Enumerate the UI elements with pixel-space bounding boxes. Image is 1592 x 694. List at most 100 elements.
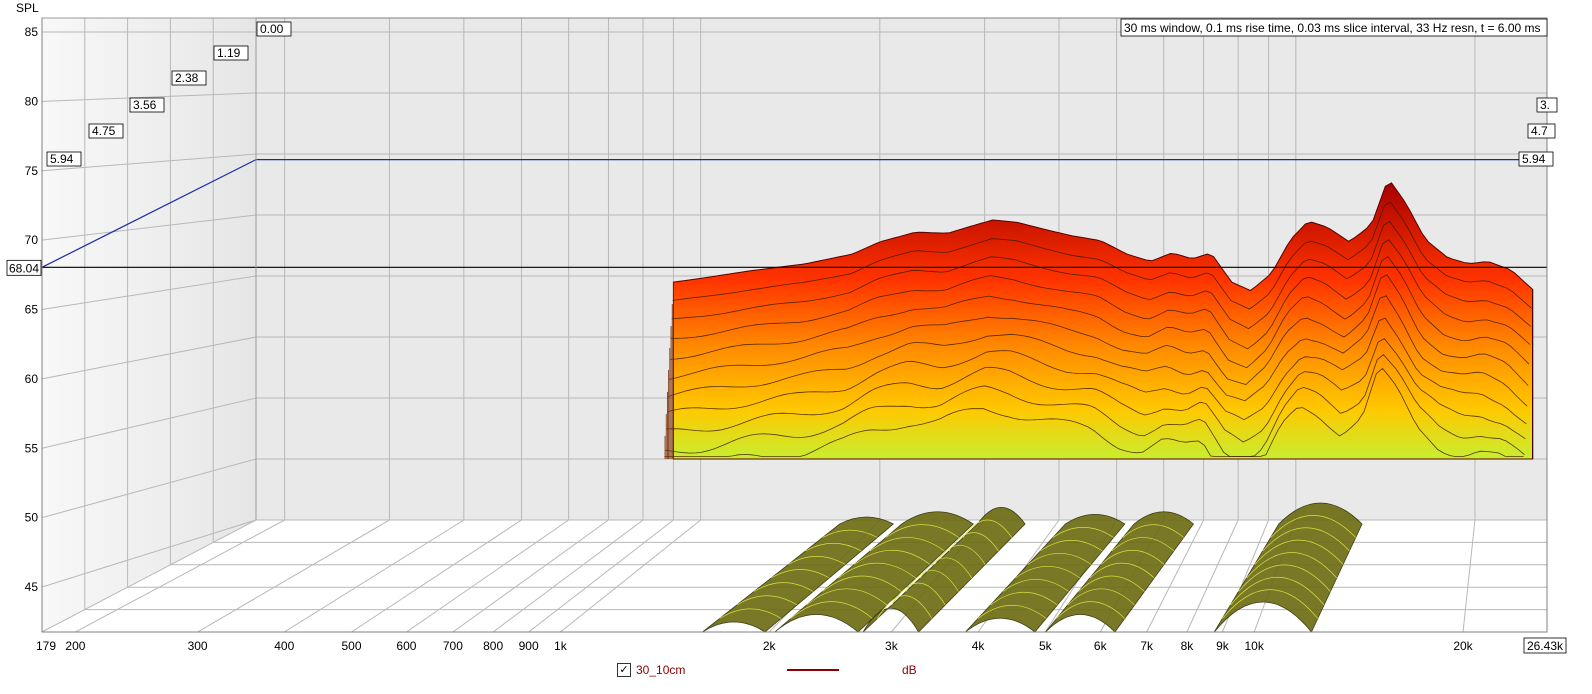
grid-line-wall (42, 92, 257, 102)
plot-frame (41, 17, 1548, 633)
time-axis-label: 3. (1540, 98, 1550, 112)
x-tick-label: 6k (1094, 639, 1108, 653)
grid-line-floor (406, 519, 569, 632)
time-axis-label: 4.75 (92, 124, 116, 138)
grid-line-floor (1462, 519, 1476, 632)
decay-ridge-line (1089, 562, 1155, 579)
time-axis-label: 2.38 (175, 71, 199, 85)
y-tick-label: 60 (25, 372, 39, 386)
legend-series-line (787, 669, 839, 671)
x-tick-label: 7k (1140, 639, 1154, 653)
decay-ridge-line (719, 608, 782, 619)
x-tick-label: 400 (274, 639, 294, 653)
time-axis-label: 5.94 (50, 152, 74, 166)
y-tick-label: 55 (25, 441, 39, 455)
grid-line-floor (351, 519, 522, 632)
decay-ridge-line (1111, 537, 1175, 552)
decay-ridge-line (1262, 527, 1350, 552)
decay-ridge-line (977, 605, 1047, 619)
time-axis-label: 3.56 (133, 98, 157, 112)
decay-ridge-line (736, 595, 798, 606)
decay-slice-line (666, 317, 1527, 425)
cursor-spl-readout: 68.04 (6, 259, 42, 276)
decay-ridge-line (934, 545, 986, 565)
decay-slice-line (665, 354, 1525, 457)
time-label-box (129, 97, 165, 113)
grid-line-wall (42, 153, 257, 172)
y-tick-label: 45 (25, 580, 39, 594)
decay-ridge-line (853, 549, 931, 565)
x-tick-label: 700 (443, 639, 463, 653)
decay-ridge-line (1056, 601, 1125, 619)
cursor-spl-box (6, 259, 42, 276)
x-tick-label: 4k (972, 639, 986, 653)
x-tick-label: 600 (396, 639, 416, 653)
decay-ridge-line (1254, 539, 1344, 565)
decay-ridge-line (1238, 564, 1331, 592)
decay-ridge-line (806, 588, 888, 606)
time-label-box (256, 21, 292, 37)
decay-ridge-line (1078, 575, 1145, 592)
grid-line-floor (1146, 519, 1205, 632)
grid-line-wall (42, 519, 257, 588)
grid-line-wall (42, 397, 257, 449)
decay-ridge-line (1100, 550, 1165, 565)
decay-ridge-line (822, 529, 878, 538)
y-tick-label: 80 (25, 94, 39, 108)
decay-ridge-line (1122, 524, 1184, 538)
waterfall-chart: 85 80 75 70 65 60 55 50 45 179 200 300 400 500 600 700 8… (6, 1, 1567, 654)
decay-ridge-line (1002, 579, 1069, 592)
decay-ridge-line (885, 524, 960, 538)
x-tick-label: 3k (885, 639, 899, 653)
time-label-box (1536, 97, 1558, 113)
decay-ridge-line (770, 569, 830, 579)
decay-ridge-line (1027, 553, 1092, 565)
y-tick-label: 75 (25, 164, 39, 178)
y-tick-label: 65 (25, 303, 39, 317)
legend-series-name: 30_10cm (636, 663, 686, 677)
y-tick-label: 70 (25, 233, 39, 247)
decay-ridge-line (919, 557, 973, 579)
x-tick-label: 2k (763, 639, 777, 653)
x-tick-label: 5k (1039, 639, 1053, 653)
grid-line-floor (75, 519, 285, 632)
x-tick-label: 300 (188, 639, 208, 653)
decay-ridge-line (1270, 515, 1357, 538)
decay-ridge-line (990, 592, 1058, 606)
grid-line-floor (197, 519, 390, 632)
x-end-readout-box (1523, 637, 1567, 654)
grid-line-wall (42, 336, 257, 380)
decay-ridge-line (790, 601, 873, 619)
decay-slice-line (670, 239, 1531, 350)
x-tick-label: 500 (341, 639, 361, 653)
decay-slice-line (672, 201, 1532, 310)
chart-info-box: 30 ms window, 0.1 ms rise time, 0.03 ms … (1120, 18, 1548, 37)
x-tick-label: 179 (36, 639, 56, 653)
decay-ridge-line (838, 562, 916, 579)
grid-line-wall (42, 214, 257, 241)
grid-line-floor (42, 519, 257, 632)
decay-ridge-line (1246, 552, 1338, 579)
decay-ridge-line (869, 537, 945, 552)
time-label-box (46, 151, 82, 167)
series-checkbox[interactable]: ✓ (617, 663, 631, 677)
decay-ridge-line (1230, 576, 1325, 606)
grid-line-floor (284, 519, 465, 632)
grid-line-floor (1186, 519, 1239, 632)
decay-ridge-line (1222, 589, 1319, 619)
x-tick-label: 900 (519, 639, 539, 653)
x-end-readout-value: 26.43k (1527, 639, 1564, 653)
legend-unit: dB (902, 663, 917, 677)
decay-ridge-line (753, 582, 814, 592)
decay-ridge-line (805, 542, 862, 552)
grid-line-wall (42, 275, 257, 310)
time-axis-label: 4.7 (1531, 124, 1548, 138)
left-wall (42, 18, 256, 632)
decay-ridge-line (948, 532, 999, 552)
chart-title: 30 ms window, 0.1 ms rise time, 0.03 ms … (1124, 21, 1541, 35)
decay-ridge-line (822, 575, 902, 592)
time-label-box (171, 70, 207, 86)
decay-ridge-line (1040, 540, 1103, 552)
x-tick-label: 8k (1181, 639, 1195, 653)
legend: ✓ 30_10cm dB (0, 660, 1592, 690)
